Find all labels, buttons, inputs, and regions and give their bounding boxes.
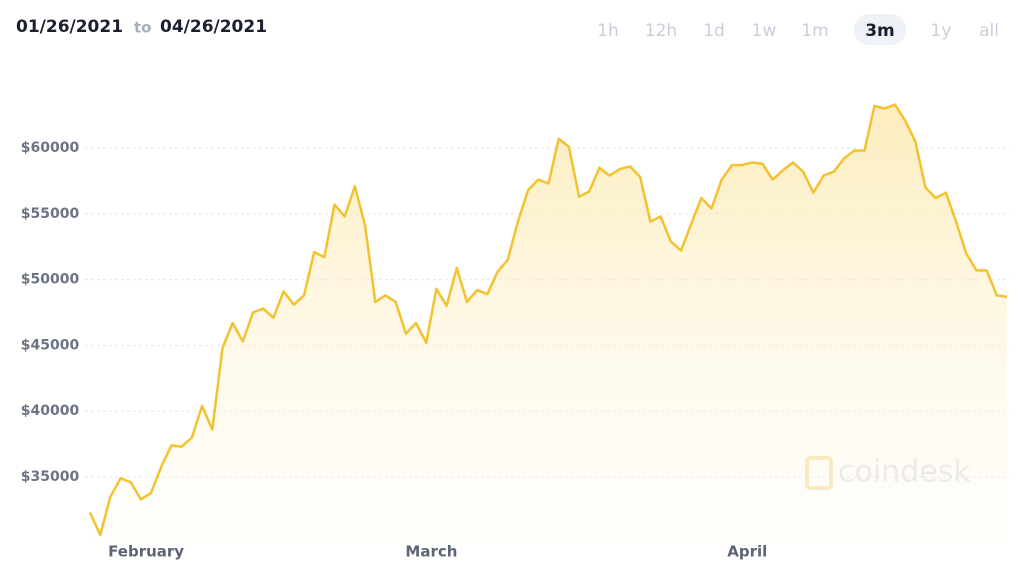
- range-button[interactable]: 12h: [645, 21, 677, 41]
- range-button[interactable]: all: [979, 21, 999, 41]
- x-tick-label: April: [727, 543, 767, 561]
- range-button[interactable]: 1d: [703, 21, 725, 41]
- date-separator: to: [134, 19, 151, 37]
- range-button[interactable]: 1m: [801, 21, 828, 41]
- range-buttons: 1h 12h 1d 1w 1m 3m 1y all: [597, 14, 999, 45]
- plot: $35000 $40000 $45000 $50000 $55000 $60000 Febr…: [21, 103, 1010, 561]
- range-button[interactable]: 1y: [931, 21, 952, 41]
- y-tick-label: $50000: [21, 272, 80, 288]
- price-line: [88, 103, 1008, 537]
- range-button[interactable]: 1w: [752, 21, 777, 41]
- start-date: 01/26/2021: [16, 17, 123, 37]
- active-range-pill: [854, 14, 906, 45]
- y-tick-label: $60000: [21, 140, 80, 156]
- y-tick-label: $35000: [21, 469, 80, 485]
- end-date: 04/26/2021: [160, 17, 267, 37]
- area: [90, 104, 1007, 543]
- x-tick-label: March: [405, 543, 457, 561]
- y-tick-label: $45000: [21, 337, 80, 353]
- y-tick-label: $40000: [21, 403, 80, 419]
- x-tick-label: February: [108, 543, 184, 561]
- range-button[interactable]: 3m: [865, 21, 895, 41]
- range-button[interactable]: 1h: [597, 21, 619, 41]
- y-tick-label: $55000: [21, 206, 80, 222]
